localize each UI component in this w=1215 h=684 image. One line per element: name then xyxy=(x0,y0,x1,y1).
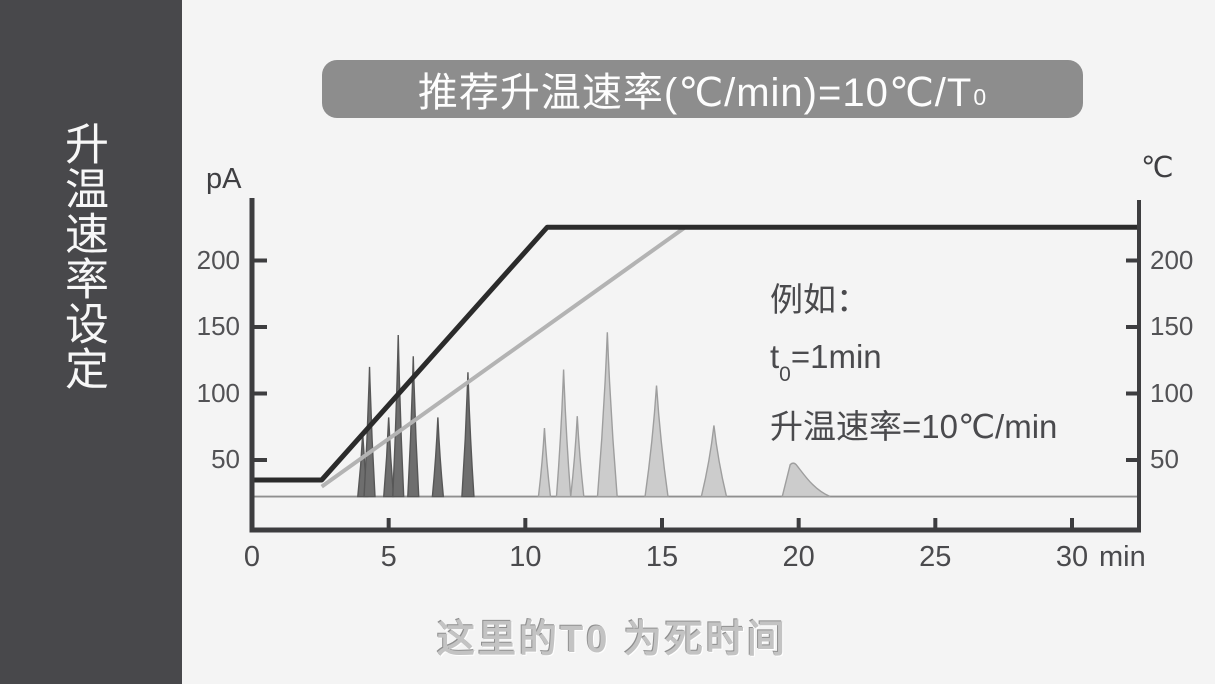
chromatogram-peak xyxy=(461,372,475,498)
x-tick-label: 10 xyxy=(509,541,542,573)
y-left-tick-label: 150 xyxy=(196,311,240,341)
y-right-tick-label: 50 xyxy=(1150,444,1179,474)
chromatogram-peak xyxy=(596,332,618,498)
chromatogram-peak xyxy=(407,356,420,498)
dead-time-caption: 这里的T0 为死时间 xyxy=(437,619,788,661)
x-tick-label: 25 xyxy=(919,541,952,573)
y-left-tick-label: 200 xyxy=(196,244,240,275)
y-right-tick-label: 200 xyxy=(1150,244,1194,275)
sidebar-title: 升温速率设定 xyxy=(58,121,107,391)
recommended-fast-ramp-program xyxy=(252,224,1139,483)
example-annotation: 例如： t0=1min 升温速率=10℃/min xyxy=(770,271,1057,455)
annotation-line-3: 升温速率=10℃/min xyxy=(770,407,1058,445)
chromatogram-peak xyxy=(569,416,585,498)
chromatogram-peak xyxy=(537,428,552,498)
x-tick-label: 5 xyxy=(380,541,397,573)
chromatogram-peak xyxy=(700,425,728,498)
early-eluting-peaks-fast-ramp xyxy=(357,334,475,498)
chromatogram-peak xyxy=(644,385,669,498)
right-axis-unit-label: ℃ xyxy=(1141,152,1174,184)
chromatogram-peak xyxy=(555,369,572,498)
x-tick-label: 0 xyxy=(243,541,261,573)
y-right-tick-label: 100 xyxy=(1150,377,1194,408)
chromatogram-peak xyxy=(382,417,395,498)
banner-text: 推荐升温速率(℃/min)=10℃/T xyxy=(417,71,973,115)
chromatogram-peak xyxy=(392,334,405,498)
chromatogram-peak xyxy=(431,417,445,498)
x-tick-label: 15 xyxy=(645,541,679,573)
y-left-tick-label: 50 xyxy=(211,444,240,474)
late-eluting-peaks-slow-ramp xyxy=(537,332,831,498)
annotation-line-1: 例如： xyxy=(770,281,869,318)
title-banner: 推荐升温速率(℃/min)=10℃/T 0 xyxy=(322,60,1083,118)
y-right-tick-label: 150 xyxy=(1150,311,1194,341)
sidebar: 升温速率设定 xyxy=(0,0,182,684)
x-tick-label: 30 xyxy=(1055,541,1089,573)
left-axis-unit-label: pA xyxy=(206,163,242,195)
axes xyxy=(249,198,1141,533)
x-tick-label: 20 xyxy=(782,541,815,573)
y-left-tick-label: 100 xyxy=(196,377,240,408)
chromatogram-peak xyxy=(781,462,831,498)
banner-subscript: 0 xyxy=(973,83,988,110)
x-axis-unit-label: min xyxy=(1098,541,1146,573)
annotation-line-2: t0=1min xyxy=(770,338,882,386)
